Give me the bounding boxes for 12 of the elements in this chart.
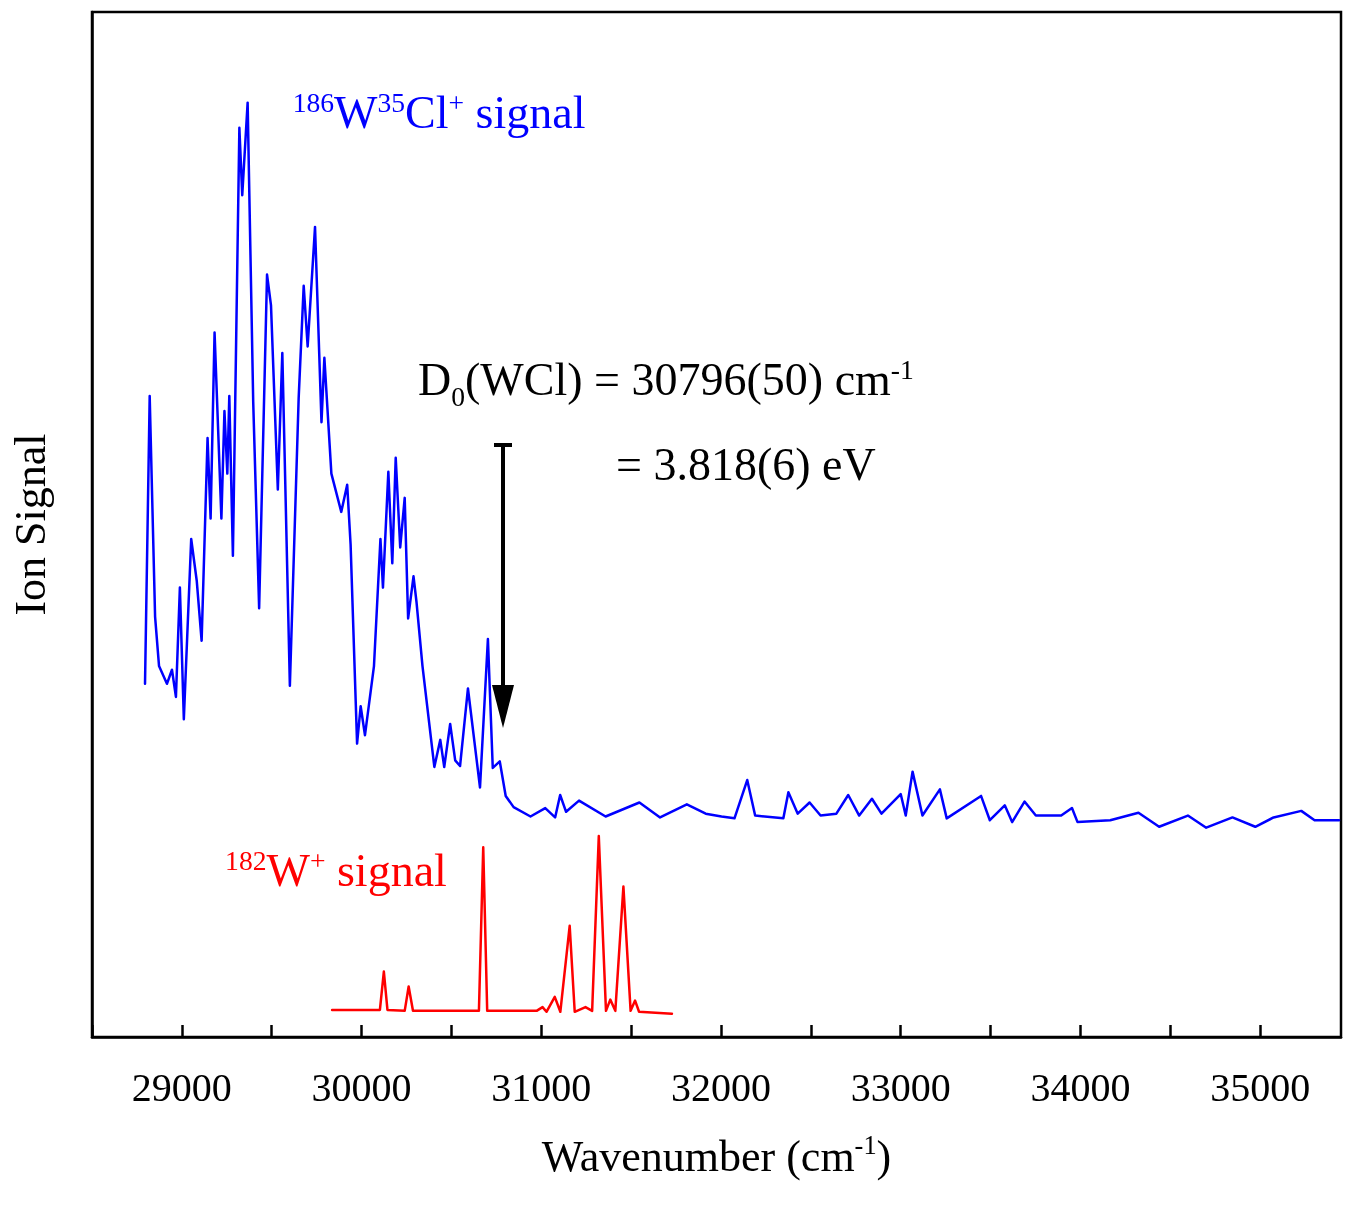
annotation: = 3.818(6) eV — [616, 439, 876, 491]
series-label: $^{182}$W$^{+}$ signal — [225, 845, 447, 898]
x-tick-label: 34000 — [1030, 1064, 1131, 1110]
x-tick-label: 33000 — [850, 1064, 951, 1110]
x-tick-label: 29000 — [131, 1064, 232, 1110]
y-axis-title: Ion Signal — [5, 433, 55, 616]
annotation: D$_{0}$(WCl) = 30796(50) cm$^{-1}$ — [418, 354, 914, 412]
series-label: $^{186}$W$^{35}$Cl$^{+}$ signal — [292, 86, 586, 139]
x-tick-label: 32000 — [670, 1064, 771, 1110]
x-tick-label: 35000 — [1210, 1064, 1311, 1110]
x-tick-label: 30000 — [311, 1064, 412, 1110]
x-tick-label: 31000 — [491, 1064, 592, 1110]
